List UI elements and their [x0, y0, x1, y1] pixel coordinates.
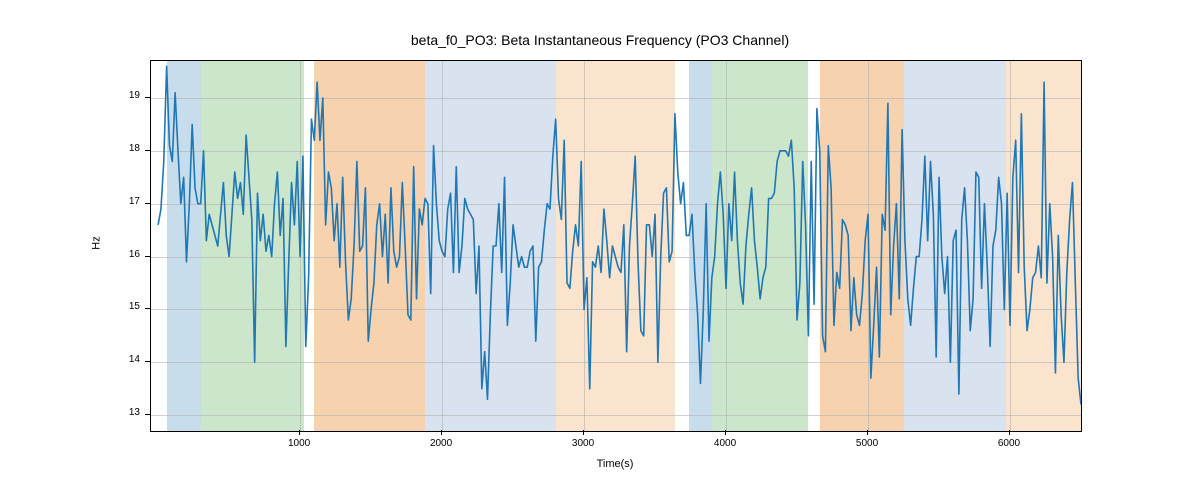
x-tick-mark	[725, 430, 726, 435]
y-tick-mark	[145, 150, 150, 151]
y-tick-label: 18	[110, 143, 140, 154]
y-tick-mark	[145, 203, 150, 204]
y-tick-label: 19	[110, 90, 140, 101]
y-tick-label: 16	[110, 249, 140, 260]
x-tick-mark	[583, 430, 584, 435]
x-tick-label: 3000	[553, 438, 613, 449]
x-tick-label: 5000	[837, 438, 897, 449]
y-tick-mark	[145, 308, 150, 309]
y-tick-mark	[145, 361, 150, 362]
x-tick-mark	[299, 430, 300, 435]
y-tick-mark	[145, 256, 150, 257]
x-axis-label: Time(s)	[150, 458, 1080, 470]
x-tick-mark	[441, 430, 442, 435]
figure: beta_f0_PO3: Beta Instantaneous Frequenc…	[0, 0, 1200, 500]
y-tick-mark	[145, 414, 150, 415]
data-line	[151, 61, 1081, 431]
x-tick-mark	[867, 430, 868, 435]
x-tick-label: 6000	[979, 438, 1039, 449]
x-tick-mark	[1009, 430, 1010, 435]
x-tick-label: 4000	[695, 438, 755, 449]
y-axis-label: Hz	[91, 236, 103, 249]
chart-title: beta_f0_PO3: Beta Instantaneous Frequenc…	[0, 32, 1200, 48]
y-tick-label: 15	[110, 301, 140, 312]
y-tick-label: 13	[110, 407, 140, 418]
x-tick-label: 1000	[269, 438, 329, 449]
plot-area	[150, 60, 1082, 432]
x-tick-label: 2000	[411, 438, 471, 449]
y-tick-label: 17	[110, 196, 140, 207]
y-tick-mark	[145, 97, 150, 98]
y-tick-label: 14	[110, 354, 140, 365]
